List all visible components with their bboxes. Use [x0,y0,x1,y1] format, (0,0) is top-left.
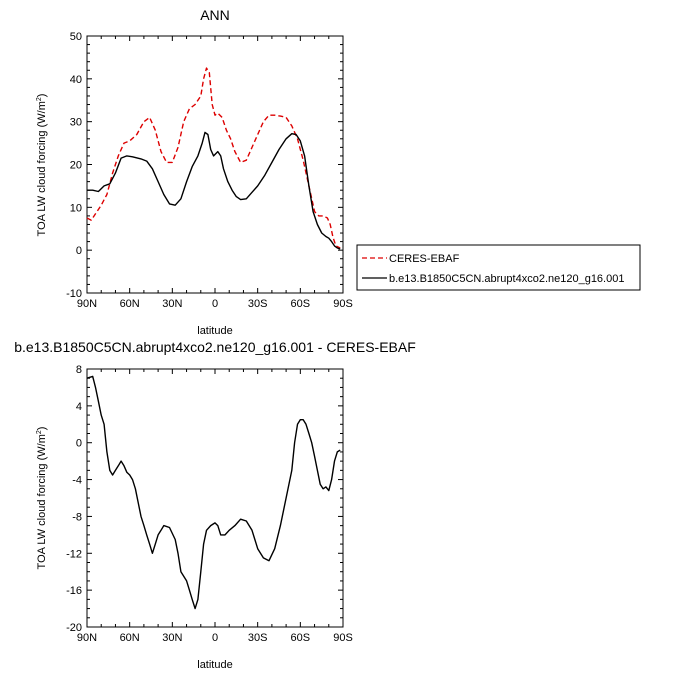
y-axis-label: TOA LW cloud forcing (W/m2) [36,427,48,570]
annual-cloud-forcing-chart: ANN 90N 60N 30N 0 30S 60S 90S -10 0 10 20 30 40 50 la… [36,7,641,337]
x-tick-label: 60S [291,632,311,644]
chart-title: b.e13.B1850C5CN.abrupt4xco2.ne120_g16.00… [14,339,416,355]
legend: CERES-EBAF b.e13.B1850C5CN.abrupt4xco2.n… [356,244,641,291]
y-tick-label: -8 [72,511,82,523]
y-tick-label: -10 [66,288,82,300]
x-tick-label: 90S [333,632,353,644]
chart-title: ANN [200,7,230,23]
legend-box [356,244,641,291]
x-tick-label: 60S [291,298,311,310]
x-tick-label: 60N [120,298,140,310]
y-tick-label: 0 [76,438,82,450]
y-tick-label: -4 [72,475,82,487]
series-line-0 [86,375,341,610]
y-tick-label: 40 [70,74,82,86]
plot-frame [86,368,344,628]
series-line-1 [87,131,341,250]
x-tick-label: 30N [162,632,182,644]
y-tick-label: 8 [76,364,82,376]
difference-chart: b.e13.B1850C5CN.abrupt4xco2.ne120_g16.00… [14,339,416,671]
axis-ticks: 90N 60N 30N 0 30S 60S 90S -20 -16 -12 -8 -4 0 4 8 [66,364,353,644]
series-line-0 [86,67,341,249]
x-tick-label: 30S [248,298,268,310]
y-tick-label: 50 [70,31,82,43]
legend-label-model: b.e13.B1850C5CN.abrupt4xco2.ne120_g16.00… [389,273,624,285]
x-axis-label: latitude [197,325,232,337]
x-axis-label: latitude [197,659,232,671]
y-axis-label: TOA LW cloud forcing (W/m2) [36,94,48,237]
y-tick-label: 30 [70,117,82,129]
x-tick-label: 30N [162,298,182,310]
series-lines [86,375,341,610]
y-tick-label: -20 [66,622,82,634]
y-tick-label: 10 [70,202,82,214]
x-tick-label: 90N [77,632,97,644]
y-tick-label: 4 [76,401,82,413]
y-tick-label: -12 [66,548,82,560]
series-lines [86,67,341,250]
axis-ticks: 90N 60N 30N 0 30S 60S 90S -10 0 10 20 30 40 50 [66,31,353,310]
x-tick-label: 90S [333,298,353,310]
y-tick-label: -16 [66,585,82,597]
x-tick-label: 90N [77,298,97,310]
x-tick-label: 60N [120,632,140,644]
y-tick-label: 0 [76,245,82,257]
y-tick-label: 20 [70,160,82,172]
x-tick-label: 0 [212,298,218,310]
legend-label-ceres: CERES-EBAF [389,253,460,265]
x-tick-label: 0 [212,632,218,644]
x-tick-label: 30S [248,632,268,644]
